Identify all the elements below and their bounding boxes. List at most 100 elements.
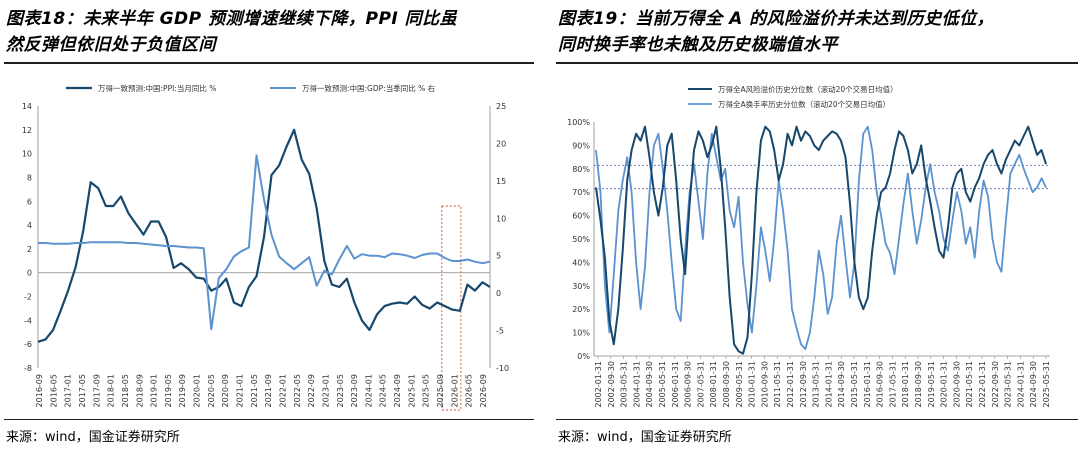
ppi-series-line bbox=[37, 128, 491, 343]
right-y-tick-label: 0 bbox=[496, 289, 501, 298]
x-tick-label: 2022-01-31 bbox=[978, 361, 987, 408]
x-tick-label: 2019-05-31 bbox=[927, 361, 936, 408]
left-y-tick-label: 4 bbox=[27, 221, 32, 230]
x-tick-label: 2019-05 bbox=[164, 374, 173, 407]
x-tick-label: 2024-01-31 bbox=[1016, 361, 1025, 408]
left-y-tick-label: 2 bbox=[27, 245, 32, 254]
x-tick-label: 2018-09 bbox=[135, 374, 144, 407]
x-tick-label: 2017-05 bbox=[78, 374, 87, 407]
right-y-tick-label: 25 bbox=[496, 102, 506, 111]
y-tick-label: 30% bbox=[572, 282, 590, 291]
x-tick-label: 2026-05 bbox=[465, 374, 474, 407]
right-title-line-1: 图表19：当前万得全 A 的风险溢价并未达到历史低位， bbox=[558, 9, 995, 29]
x-tick-label: 2016-01-31 bbox=[863, 361, 872, 408]
right-series-group bbox=[595, 125, 1047, 355]
left-y-tick-label: -2 bbox=[24, 293, 32, 302]
gdp-series-line bbox=[38, 154, 491, 331]
turnover-legend-label: 万得全A换手率历史分位数（滚动20个交易日均值） bbox=[718, 99, 890, 109]
right-tick-labels: 0% 10% 20% 30% 40% 50% 60% 70% 80% 90% 100% 2002-01… bbox=[567, 118, 1051, 408]
right-bottom-rule bbox=[556, 419, 1078, 420]
x-tick-label: 2026-01 bbox=[450, 374, 459, 407]
x-tick-label: 2019-09 bbox=[178, 374, 187, 407]
x-tick-label: 2014-09-30 bbox=[837, 361, 846, 408]
right-axes bbox=[593, 122, 1050, 359]
x-tick-label: 2023-01 bbox=[321, 374, 330, 407]
x-tick-label: 2012-01-31 bbox=[786, 361, 795, 408]
right-panel: 图表19：当前万得全 A 的风险溢价并未达到历史低位， 同时换手率也未触及历史极… bbox=[552, 0, 1080, 449]
x-tick-label: 2023-05-31 bbox=[1004, 361, 1013, 408]
y-tick-label: 50% bbox=[572, 235, 590, 244]
x-tick-label: 2022-01 bbox=[278, 374, 287, 407]
left-y-tick-label: 0 bbox=[27, 269, 32, 278]
x-tick-label: 2025-01 bbox=[407, 374, 416, 407]
x-tick-label: 2019-01 bbox=[150, 374, 159, 407]
right-legend: 万得全A风险溢价历史分位数（滚动20个交易日均值） 万得全A换手率历史分位数（滚动… bbox=[688, 84, 898, 109]
x-tick-label: 2006-01-31 bbox=[671, 361, 680, 408]
left-tick-labels: -8 -6 -4 -2 0 2 4 6 8 10 12 14 -10 -5 0 5 10 15 20 25 2016-0… bbox=[22, 102, 509, 407]
left-panel: 图表18：未来半年 GDP 预测增速继续下降，PPI 同比虽 然反弹但依旧处于负… bbox=[0, 0, 536, 449]
x-tick-label: 2020-05 bbox=[207, 374, 216, 407]
x-tick-label: 2015-05-31 bbox=[850, 361, 859, 408]
right-y-tick-label: 20 bbox=[496, 139, 506, 148]
x-tick-label: 2017-05-31 bbox=[888, 361, 897, 408]
x-tick-label: 2023-09 bbox=[350, 374, 359, 407]
x-tick-label: 2002-01-31 bbox=[594, 361, 603, 408]
x-tick-label: 2010-01-31 bbox=[748, 361, 757, 408]
x-tick-label: 2020-01-31 bbox=[940, 361, 949, 408]
x-tick-label: 2024-09-30 bbox=[1029, 361, 1038, 408]
x-tick-label: 2024-01 bbox=[364, 374, 373, 407]
x-tick-label: 2004-01-31 bbox=[632, 361, 641, 408]
x-tick-label: 2006-09-30 bbox=[684, 361, 693, 408]
x-tick-label: 2016-09-30 bbox=[876, 361, 885, 408]
y-tick-label: 90% bbox=[572, 141, 590, 150]
turnover-series-line bbox=[595, 125, 1047, 350]
ppi-gdp-chart: 万得一致预测:中国:PPI:当月同比 % 万得一致预测:中国:GDP:当季同比 %… bbox=[22, 83, 509, 411]
ppi-legend-label: 万得一致预测:中国:PPI:当月同比 % bbox=[98, 83, 216, 93]
x-tick-label: 2024-05 bbox=[379, 374, 388, 407]
y-tick-label: 60% bbox=[572, 212, 590, 221]
left-source: 来源：wind，国金证券研究所 bbox=[6, 430, 180, 445]
risk-premium-legend-label: 万得全A风险溢价历史分位数（滚动20个交易日均值） bbox=[718, 84, 898, 94]
y-tick-label: 80% bbox=[572, 165, 590, 174]
y-tick-label: 20% bbox=[572, 305, 590, 314]
x-tick-label: 2017-01 bbox=[64, 374, 73, 407]
x-tick-label: 2016-09 bbox=[35, 374, 44, 407]
x-tick-label: 2008-09-30 bbox=[722, 361, 731, 408]
x-tick-label: 2004-09-30 bbox=[645, 361, 654, 408]
right-y-tick-label: 10 bbox=[496, 214, 506, 223]
left-chart-title: 图表18：未来半年 GDP 预测增速继续下降，PPI 同比虽 然反弹但依旧处于负… bbox=[6, 6, 532, 58]
x-tick-label: 2023-05 bbox=[336, 374, 345, 407]
x-tick-label: 2021-05-31 bbox=[965, 361, 974, 408]
left-title-line-2: 然反弹但依旧处于负值区间 bbox=[6, 35, 216, 55]
left-series-group bbox=[37, 128, 491, 343]
x-tick-label: 2013-05-31 bbox=[812, 361, 821, 408]
left-bottom-rule bbox=[4, 419, 534, 420]
gdp-legend-label: 万得一致预测:中国:GDP:当季同比 % 右 bbox=[302, 83, 436, 93]
x-tick-label: 2016-05 bbox=[49, 374, 58, 407]
x-tick-label: 2018-05 bbox=[121, 374, 130, 407]
y-tick-label: 70% bbox=[572, 188, 590, 197]
x-tick-label: 2018-09-30 bbox=[914, 361, 923, 408]
left-title-line-1: 图表18：未来半年 GDP 预测增速继续下降，PPI 同比虽 bbox=[6, 9, 458, 29]
left-y-tick-label: -6 bbox=[24, 340, 32, 349]
x-tick-label: 2002-09-30 bbox=[607, 361, 616, 408]
x-tick-label: 2022-09 bbox=[307, 374, 316, 407]
left-y-tick-label: -8 bbox=[24, 364, 32, 373]
left-top-rule bbox=[4, 62, 534, 64]
x-tick-label: 2003-05-31 bbox=[620, 361, 629, 408]
x-tick-label: 2007-05-31 bbox=[696, 361, 705, 408]
left-y-tick-label: 10 bbox=[22, 150, 32, 159]
risk-premium-turnover-chart: 万得全A风险溢价历史分位数（滚动20个交易日均值） 万得全A换手率历史分位数（滚动… bbox=[567, 84, 1051, 408]
left-y-tick-label: 6 bbox=[27, 197, 32, 206]
left-y-tick-label: 12 bbox=[22, 126, 32, 135]
x-tick-label: 2010-09-30 bbox=[760, 361, 769, 408]
x-tick-label: 2021-09 bbox=[264, 374, 273, 407]
left-y-tick-label: -4 bbox=[24, 316, 32, 325]
y-tick-label: 40% bbox=[572, 258, 590, 267]
right-source: 来源：wind，国金证券研究所 bbox=[558, 430, 732, 445]
x-tick-label: 2024-09 bbox=[393, 374, 402, 407]
x-tick-label: 2025-05 bbox=[422, 374, 431, 407]
left-y-tick-label: 14 bbox=[22, 102, 32, 111]
y-tick-label: 10% bbox=[572, 329, 590, 338]
risk-premium-series-line bbox=[595, 125, 1047, 355]
